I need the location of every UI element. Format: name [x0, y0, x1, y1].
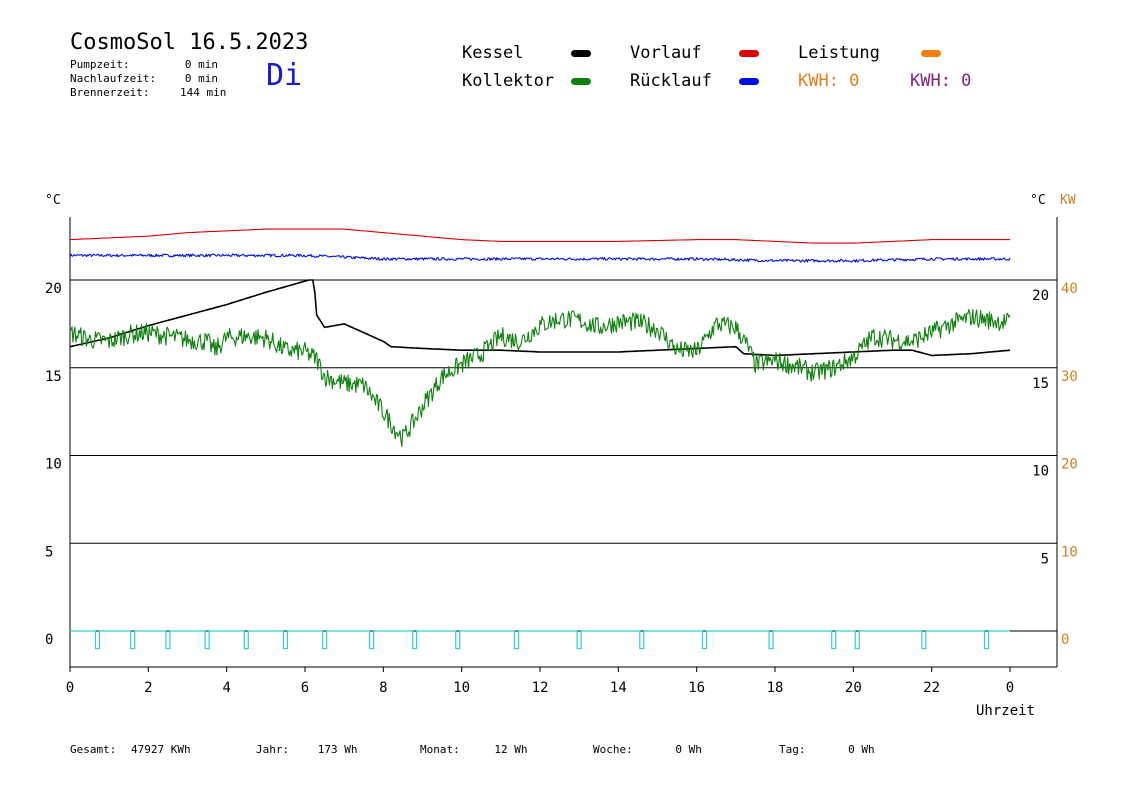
legend-label: Kessel — [462, 43, 524, 63]
stat-label: Brennerzeit: — [70, 86, 150, 99]
y-tick-left: 5 — [45, 544, 53, 560]
stat-brennerzeit: Brennerzeit: 144 min — [70, 86, 226, 99]
y-tick-right: 20 — [1032, 288, 1049, 304]
legend-swatch-kollektor — [571, 78, 591, 85]
series-ruecklauf — [69, 253, 1011, 263]
footer-gesamt: Gesamt: 47927 KWh — [70, 743, 191, 756]
y-tick-left: 0 — [45, 632, 53, 648]
y-unit-kw: KW — [1060, 193, 1076, 208]
y-tick-right: 15 — [1032, 376, 1049, 392]
kwh-orange: KWH: 0 — [798, 71, 860, 91]
x-tick-label: 0 — [66, 680, 74, 696]
y-tick-right: 10 — [1032, 464, 1049, 480]
stat-value: 0 min — [184, 58, 218, 71]
y-tick-kw: 10 — [1061, 544, 1078, 560]
y-tick-kw: 20 — [1061, 457, 1078, 473]
x-axis-label: Uhrzeit — [976, 703, 1035, 719]
y-tick-left: 15 — [45, 369, 62, 385]
y-tick-left: 10 — [45, 457, 62, 473]
y-tick-left: 20 — [45, 281, 62, 297]
y-tick-right: 5 — [1041, 551, 1049, 567]
legend-ruecklauf: Rücklauf — [630, 71, 712, 91]
x-tick-label: 14 — [610, 680, 627, 696]
series-vorlauf — [69, 228, 1010, 244]
stat-label: Pumpzeit: — [70, 58, 130, 71]
x-tick-label: 12 — [532, 680, 549, 696]
kwh-purple: KWH: 0 — [910, 71, 972, 91]
legend-swatch-ruecklauf — [739, 78, 759, 85]
stat-nachlaufzeit: Nachlaufzeit: 0 min — [70, 72, 218, 85]
y-unit-right: °C — [1030, 193, 1046, 208]
footer-value: 12 Wh — [494, 743, 528, 756]
legend-label: Rücklauf — [630, 71, 712, 91]
y-tick-kw: 30 — [1061, 369, 1078, 385]
stat-value: 0 min — [184, 72, 218, 85]
series-leistung — [70, 630, 1010, 650]
footer-value: 47927 KWh — [130, 743, 191, 756]
footer-jahr: Jahr: 173 Wh — [256, 743, 358, 756]
footer-monat: Monat: 12 Wh — [420, 743, 528, 756]
legend-kessel: Kessel — [462, 43, 523, 63]
legend-swatch-vorlauf — [739, 50, 759, 57]
footer-label: Monat: — [420, 743, 460, 756]
footer-woche: Woche: 0 Wh — [593, 743, 702, 756]
y-tick-kw: 40 — [1061, 281, 1078, 297]
y-unit-left: °C — [45, 193, 61, 208]
stat-value: 144 min — [180, 86, 227, 99]
footer-value: 0 Wh — [848, 743, 875, 756]
x-tick-label: 22 — [923, 680, 940, 696]
legend-label: Leistung — [798, 43, 880, 63]
page-title: CosmoSol 16.5.2023 — [70, 30, 309, 55]
legend-swatch-leistung — [921, 50, 941, 57]
footer-label: Gesamt: — [70, 743, 117, 756]
footer-label: Tag: — [779, 743, 806, 756]
stat-pumpzeit: Pumpzeit: 0 min — [70, 58, 218, 71]
legend-label: Kollektor — [462, 71, 555, 91]
legend-label: Vorlauf — [630, 43, 702, 63]
x-tick-label: 8 — [379, 680, 387, 696]
legend-swatch-kessel — [571, 50, 591, 57]
x-tick-label: 16 — [688, 680, 705, 696]
x-tick-label: 10 — [453, 680, 470, 696]
series-kollektor — [69, 308, 1011, 447]
x-tick-label: 6 — [301, 680, 309, 696]
stat-label: Nachlaufzeit: — [70, 72, 157, 85]
series-kessel — [69, 279, 1011, 357]
legend-kollektor: Kollektor — [462, 71, 554, 91]
weekday-label: Di — [266, 58, 303, 93]
x-tick-label: 4 — [222, 680, 230, 696]
footer-tag: Tag: 0 Wh — [779, 743, 875, 756]
legend-vorlauf: Vorlauf — [630, 43, 702, 63]
x-tick-label: 18 — [767, 680, 784, 696]
y-tick-kw: 0 — [1061, 632, 1069, 648]
footer-label: Jahr: — [256, 743, 290, 756]
footer-label: Woche: — [593, 743, 633, 756]
x-tick-label: 0 — [1006, 680, 1014, 696]
x-tick-label: 20 — [845, 680, 862, 696]
x-tick-label: 2 — [144, 680, 152, 696]
legend-leistung: Leistung — [798, 43, 880, 63]
footer-value: 173 Wh — [317, 743, 358, 756]
footer-value: 0 Wh — [675, 743, 702, 756]
